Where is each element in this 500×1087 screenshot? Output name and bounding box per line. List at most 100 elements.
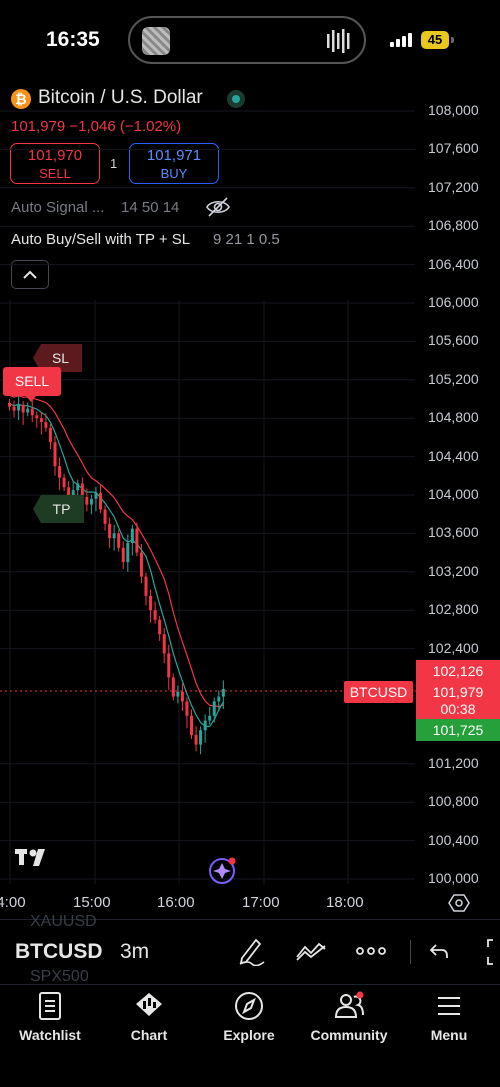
media-thumbnail: [142, 27, 170, 55]
price-change: 101,979 −1,046 (−1.02%): [11, 118, 182, 135]
candle-up: [112, 533, 116, 539]
candle-down: [108, 523, 112, 539]
chart-settings-icon[interactable]: [448, 892, 470, 914]
menu-icon: [438, 997, 460, 1015]
price-tick: 108,000: [428, 102, 479, 118]
candle-down: [167, 653, 171, 678]
order-quantity: 1: [110, 156, 118, 171]
candle-up: [217, 696, 221, 702]
price-tick: 103,200: [428, 562, 479, 579]
divider: [0, 919, 500, 920]
market-open-icon: [227, 90, 245, 108]
candle-down: [67, 487, 71, 500]
current-price-tag: 101,979 00:38: [416, 681, 500, 719]
watchlist-icon: [39, 992, 61, 1020]
price-tick: 104,400: [428, 447, 479, 464]
tab-label: Explore: [223, 1027, 275, 1043]
more-options-icon[interactable]: [356, 946, 386, 956]
cellular-signal-icon: [390, 33, 412, 47]
candle-up: [130, 528, 134, 543]
candle-up: [176, 691, 180, 697]
chevron-up-icon: [23, 270, 37, 279]
symbol-title[interactable]: Bitcoin / U.S. Dollar: [38, 87, 203, 108]
time-tick: 16:00: [157, 894, 195, 911]
candle-up: [76, 483, 80, 491]
candle-down: [44, 422, 48, 428]
candle-down: [190, 715, 193, 735]
symbol-picker-prev: XAUUSD: [30, 913, 97, 930]
candle-up: [94, 493, 98, 499]
candle-down: [117, 533, 121, 548]
sparkle-icon: [209, 857, 236, 884]
candle-down: [180, 691, 184, 702]
divider: [0, 984, 500, 985]
price-tick: 100,000: [428, 870, 479, 886]
indicator-auto-buy-sell[interactable]: Auto Buy/Sell with TP + SL: [11, 231, 191, 248]
audio-wave-icon: [327, 29, 350, 53]
price-tick: 100,800: [428, 793, 479, 810]
candle-down: [62, 477, 66, 488]
candle-down: [153, 610, 157, 620]
buy-price: 101,971: [146, 147, 202, 164]
collapse-indicators-button[interactable]: [11, 260, 49, 289]
battery-tip: [451, 37, 454, 43]
indicator-auto-signal[interactable]: Auto Signal ...: [11, 199, 105, 216]
candle-down: [121, 547, 125, 563]
time-tick: 17:00: [242, 894, 280, 911]
tp-flag-shape: [33, 495, 84, 523]
candle-down: [149, 595, 153, 611]
symbol-picker[interactable]: BTCUSD: [15, 940, 103, 963]
eye-off-icon[interactable]: [205, 196, 231, 218]
price-tick: 106,400: [428, 255, 479, 272]
candle-down: [12, 406, 16, 411]
price-chart[interactable]: [0, 0, 500, 920]
chart-icon: [136, 993, 162, 1016]
undo-icon[interactable]: [428, 942, 450, 960]
candle-down: [58, 466, 62, 478]
price-tick: 102,800: [428, 601, 479, 618]
candle-down: [194, 735, 198, 745]
candle-up: [17, 404, 21, 411]
fullscreen-icon[interactable]: [484, 938, 500, 966]
drawing-tools-icon[interactable]: [238, 936, 266, 966]
candle-up: [203, 720, 207, 731]
tab-label: Watchlist: [19, 1027, 81, 1043]
sl-flag-shape: [33, 344, 82, 372]
bitcoin-icon: ₿: [11, 89, 31, 109]
battery-icon: 45: [421, 31, 449, 49]
chart-grid: [0, 110, 415, 884]
price-tick: 107,200: [428, 178, 479, 195]
candle-down: [103, 509, 107, 524]
candle-down: [99, 493, 102, 510]
candle-up: [212, 701, 216, 716]
buy-label: BUY: [160, 166, 188, 181]
symbol-price-tag: BTCUSD: [344, 681, 413, 703]
candle-down: [21, 404, 25, 413]
sell-flag-pointer: [26, 396, 36, 402]
candle-down: [144, 576, 148, 596]
bar-countdown: 00:38: [440, 701, 476, 717]
candle-down: [30, 408, 34, 416]
candle-down: [48, 427, 52, 443]
candle-down: [53, 442, 57, 467]
dynamic-island[interactable]: [128, 16, 366, 64]
candle-down: [171, 677, 175, 697]
candle-down: [185, 701, 189, 716]
price-tick: 104,000: [428, 486, 479, 502]
tab-label: Chart: [130, 1027, 168, 1043]
time-tick: 15:00: [73, 894, 111, 911]
price-tick: 105,200: [428, 370, 479, 387]
interval-selector[interactable]: 3m: [120, 940, 150, 963]
time-tick: 14:00: [0, 894, 26, 911]
upper-price-tag: 102,126: [416, 660, 500, 682]
candle-down: [85, 496, 89, 505]
time-tick: 18:00: [326, 894, 364, 911]
candle-down: [39, 418, 43, 423]
indicators-icon[interactable]: [295, 940, 327, 962]
slow-moving-average-line: [9, 394, 224, 708]
sell-price: 101,970: [27, 147, 83, 164]
symbol-picker-next: SPX500: [30, 968, 89, 985]
status-time: 16:35: [46, 28, 100, 51]
candle-down: [80, 483, 84, 497]
price-tick: 107,600: [428, 140, 479, 157]
